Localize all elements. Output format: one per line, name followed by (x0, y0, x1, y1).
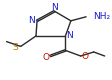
Text: O: O (42, 53, 49, 62)
Text: O: O (81, 52, 88, 61)
Text: NH₂: NH₂ (92, 12, 109, 20)
Text: S: S (13, 43, 18, 52)
Text: N: N (51, 3, 57, 12)
Text: N: N (66, 31, 72, 40)
Text: N: N (27, 16, 34, 25)
